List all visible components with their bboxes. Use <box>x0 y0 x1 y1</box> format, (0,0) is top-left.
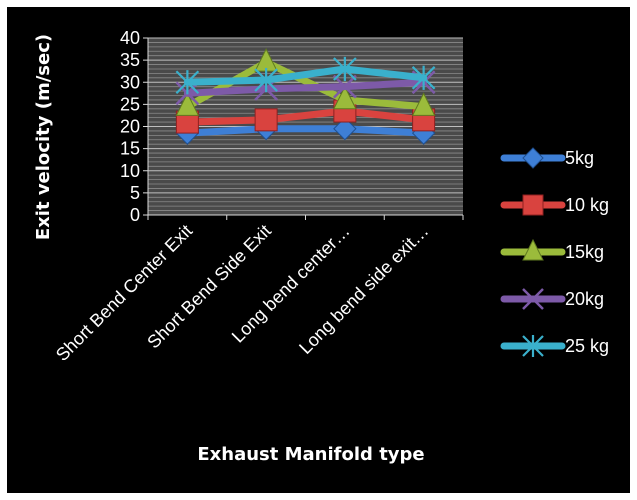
legend-marker <box>522 147 544 169</box>
legend-label: 5kg <box>565 148 594 168</box>
y-tick-label: 10 <box>120 161 140 181</box>
data-point <box>411 92 436 116</box>
x-tick-label: Long bend side exit… <box>295 221 432 358</box>
legend-marker <box>522 194 544 216</box>
legend-label: 20kg <box>565 289 604 309</box>
legend-item: 10 kg <box>500 194 609 216</box>
y-tick-label: 0 <box>130 205 140 225</box>
axes <box>143 37 464 220</box>
legend-item: 25 kg <box>500 335 609 357</box>
data-point <box>175 92 200 116</box>
y-tick-label: 35 <box>120 50 140 70</box>
legend-marker <box>522 335 544 357</box>
legend-marker <box>522 238 544 261</box>
y-tick-label: 15 <box>120 139 140 159</box>
y-tick-label: 20 <box>120 117 140 137</box>
y-axis-title: Exit velocity (m/sec) <box>33 34 54 240</box>
y-tick-label: 40 <box>120 28 140 48</box>
x-axis-title: Exhaust Manifold type <box>197 444 424 465</box>
data-point <box>254 108 278 132</box>
legend: 5kg 10 kg 15kg 20kg 25 kg <box>500 147 609 357</box>
legend-marker <box>522 288 544 310</box>
y-tick-label: 5 <box>130 183 140 203</box>
series-lines <box>175 48 436 145</box>
series-line <box>183 65 428 86</box>
data-point <box>333 117 357 141</box>
chart-frame: 0 5 10 15 20 25 30 35 40 Short Bend Center Exit S… <box>7 7 630 493</box>
x-tick-label: Short Bend Center Exit <box>52 221 196 365</box>
series-5 <box>175 56 436 95</box>
legend-item: 15kg <box>500 238 604 262</box>
legend-label: 25 kg <box>565 336 609 356</box>
series-line <box>183 78 428 97</box>
data-point <box>175 70 200 95</box>
legend-label: 15kg <box>565 242 604 262</box>
data-point <box>332 74 357 99</box>
data-point <box>411 65 436 90</box>
legend-item: 5kg <box>500 147 594 169</box>
data-point <box>333 85 357 110</box>
data-point <box>254 67 278 93</box>
y-tick-label: 30 <box>120 72 140 92</box>
legend-label: 10 kg <box>565 195 609 215</box>
series-line <box>183 107 428 126</box>
series-line <box>183 125 428 137</box>
legend-item: 20kg <box>500 288 604 310</box>
data-point <box>333 56 357 82</box>
y-tick-label: 25 <box>120 94 140 114</box>
